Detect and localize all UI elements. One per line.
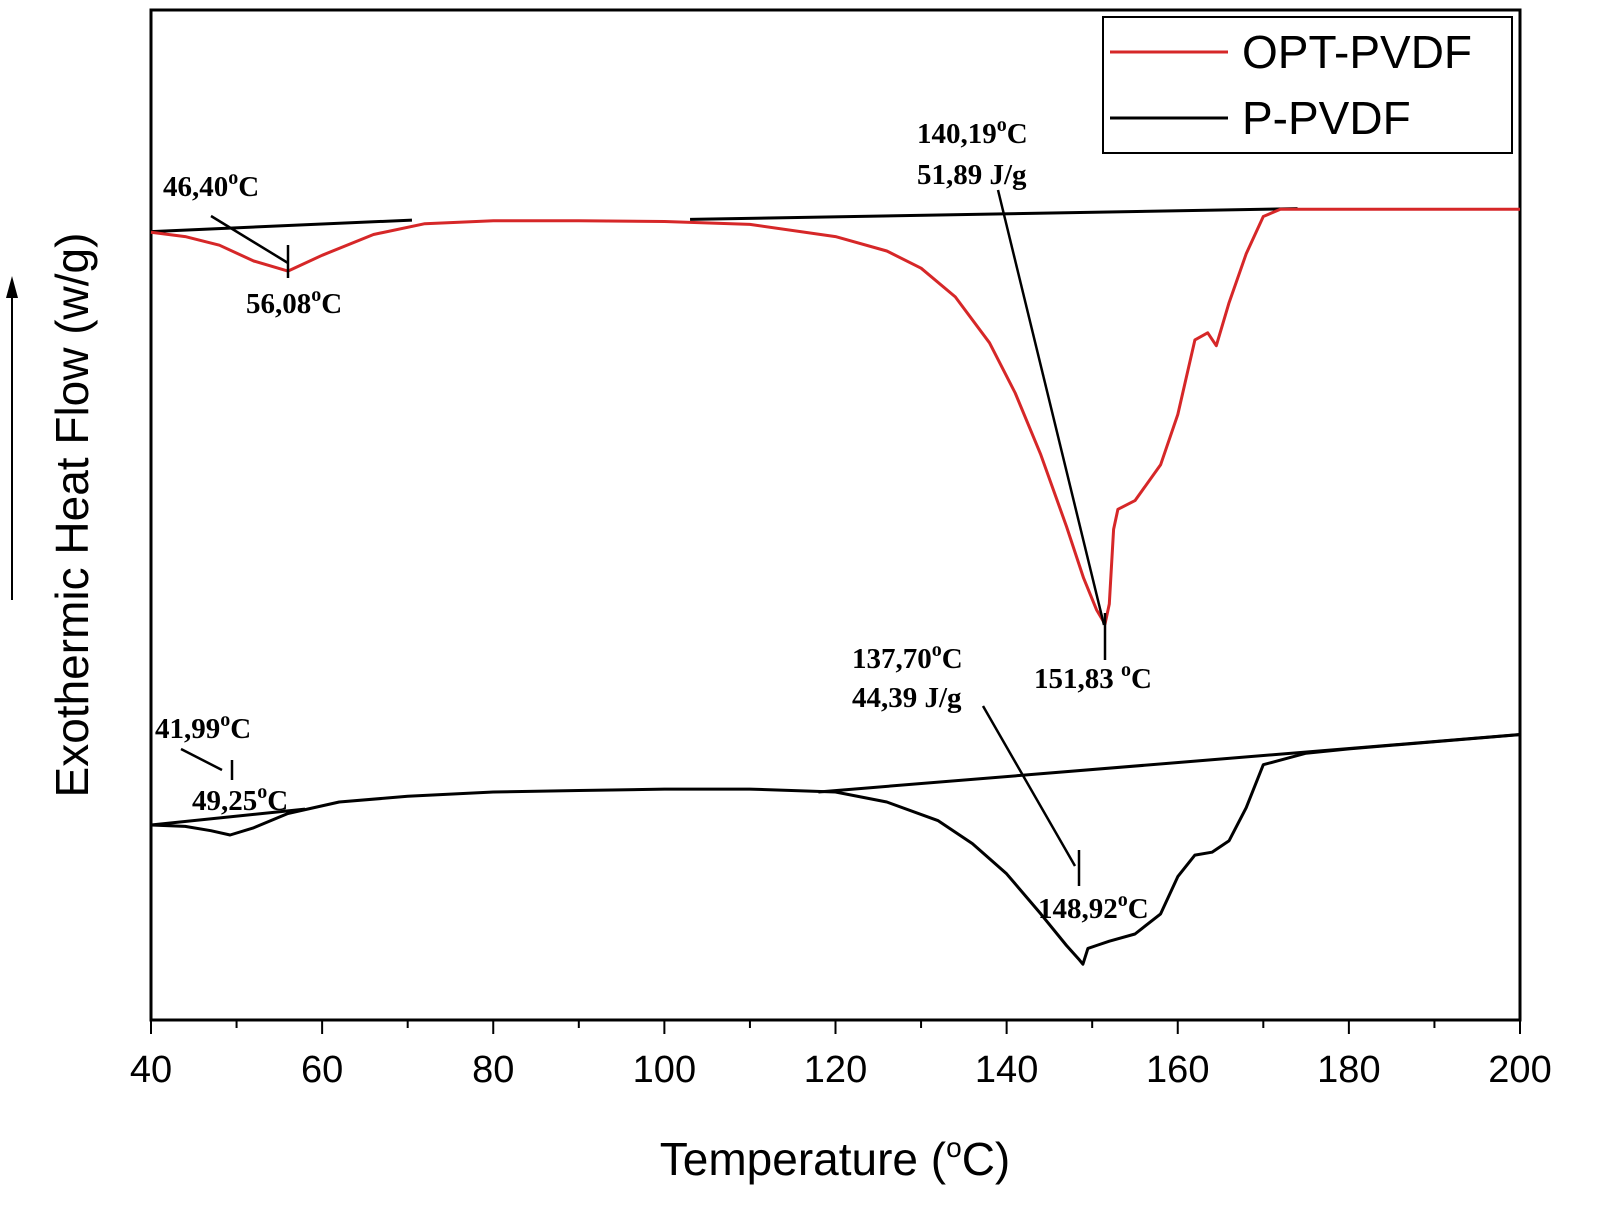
annotation-51-89-jg: 51,89 J/g bbox=[917, 159, 1027, 191]
baseline-opt-pvdf bbox=[690, 207, 1298, 221]
x-tick-label: 80 bbox=[472, 1049, 514, 1091]
annotation-137-70: 137,70oC bbox=[852, 639, 963, 675]
annotation-44-39-jg: 44,39 J/g bbox=[852, 682, 962, 714]
legend-label-opt-pvdf: OPT-PVDF bbox=[1242, 26, 1472, 78]
annotation-leader bbox=[981, 705, 1077, 867]
annotation-leader-lines bbox=[180, 189, 1107, 886]
legend-box bbox=[1102, 16, 1513, 154]
annotation-leader bbox=[180, 747, 223, 772]
annotation-41-99: 41,99oC bbox=[155, 709, 251, 745]
x-tick-label: 100 bbox=[633, 1049, 696, 1091]
y-axis-title: Exothermic Heat Flow (w/g) bbox=[46, 233, 98, 798]
legend-label-p-pvdf: P-PVDF bbox=[1242, 92, 1411, 144]
annotation-148-92: 148,92oC bbox=[1038, 889, 1149, 925]
annotation-49-25: 49,25oC bbox=[192, 781, 288, 817]
baseline-p-pvdf bbox=[150, 807, 306, 827]
annotation-151-83: 151,83 oC bbox=[1034, 659, 1152, 695]
x-tick-label: 140 bbox=[975, 1049, 1038, 1091]
x-axis-ticks: 40 60 80 100 120 140 160 180 200 bbox=[130, 1020, 1552, 1091]
annotation-leader bbox=[996, 189, 1106, 626]
baseline-opt-pvdf bbox=[150, 218, 413, 234]
baselines bbox=[150, 207, 1521, 827]
x-axis-title: Temperature (oC) bbox=[660, 1132, 1010, 1185]
annotation-140-19: 140,19oC bbox=[917, 114, 1028, 150]
x-tick-label: 120 bbox=[804, 1049, 867, 1091]
legend: OPT-PVDF P-PVDF bbox=[1102, 16, 1513, 154]
x-tick-label: 180 bbox=[1317, 1049, 1380, 1091]
series-line-p-pvdf bbox=[150, 733, 1521, 966]
x-tick-label: 40 bbox=[130, 1049, 172, 1091]
series-line-opt-pvdf bbox=[150, 207, 1520, 626]
series-lines bbox=[150, 207, 1521, 966]
x-tick-label: 200 bbox=[1488, 1049, 1551, 1091]
plot-frame bbox=[149, 8, 1522, 1022]
annotation-leader bbox=[210, 214, 289, 265]
x-tick-label: 160 bbox=[1146, 1049, 1209, 1091]
y-axis-arrow bbox=[6, 276, 18, 600]
annotation-56-08: 56,08oC bbox=[246, 284, 342, 320]
annotation-46-40: 46,40oC bbox=[163, 167, 259, 203]
x-tick-label: 60 bbox=[301, 1049, 343, 1091]
